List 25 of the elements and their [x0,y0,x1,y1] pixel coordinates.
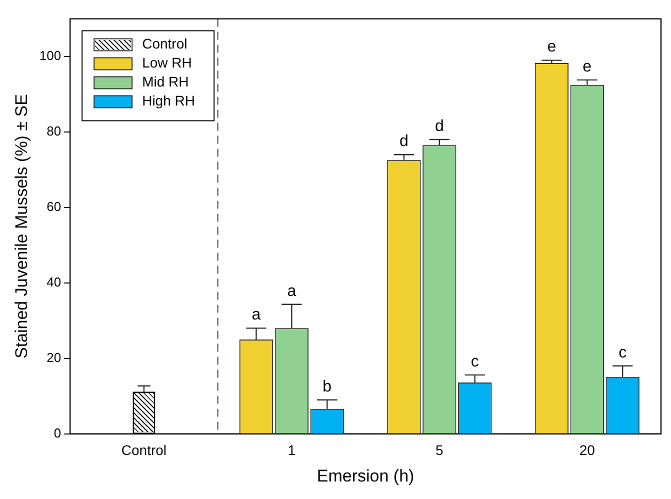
annotation: d [434,118,444,135]
legend-label: Control [142,36,188,52]
y-axis-title: Stained Juvenile Mussels (%) ± SE [12,94,31,359]
annotation: d [400,133,408,150]
annotation: a [287,282,296,300]
annotation: e [582,58,592,76]
legend-label: Mid RH [142,74,189,90]
y-tick-label: 60 [46,199,62,214]
legend-label: High RH [142,92,195,109]
annotation: b [322,378,332,396]
annotation: c [470,353,479,370]
y-tick-label: 0 [54,425,62,440]
annotation: e [547,38,556,56]
x-tick-label: 5 [436,442,444,458]
y-tick-label: 20 [46,350,62,365]
y-tick-label: 40 [46,274,62,290]
y-tick-label: 80 [46,124,62,139]
x-axis-title: Emersion (h) [316,466,414,486]
annotation: c [618,344,627,362]
y-tick-label: 100 [39,48,62,64]
legend-label: Low RH [142,54,192,71]
x-tick-label: Control [121,442,167,458]
x-tick-label: 1 [288,442,296,458]
x-tick-label: 20 [579,442,596,458]
annotation: a [252,306,261,324]
